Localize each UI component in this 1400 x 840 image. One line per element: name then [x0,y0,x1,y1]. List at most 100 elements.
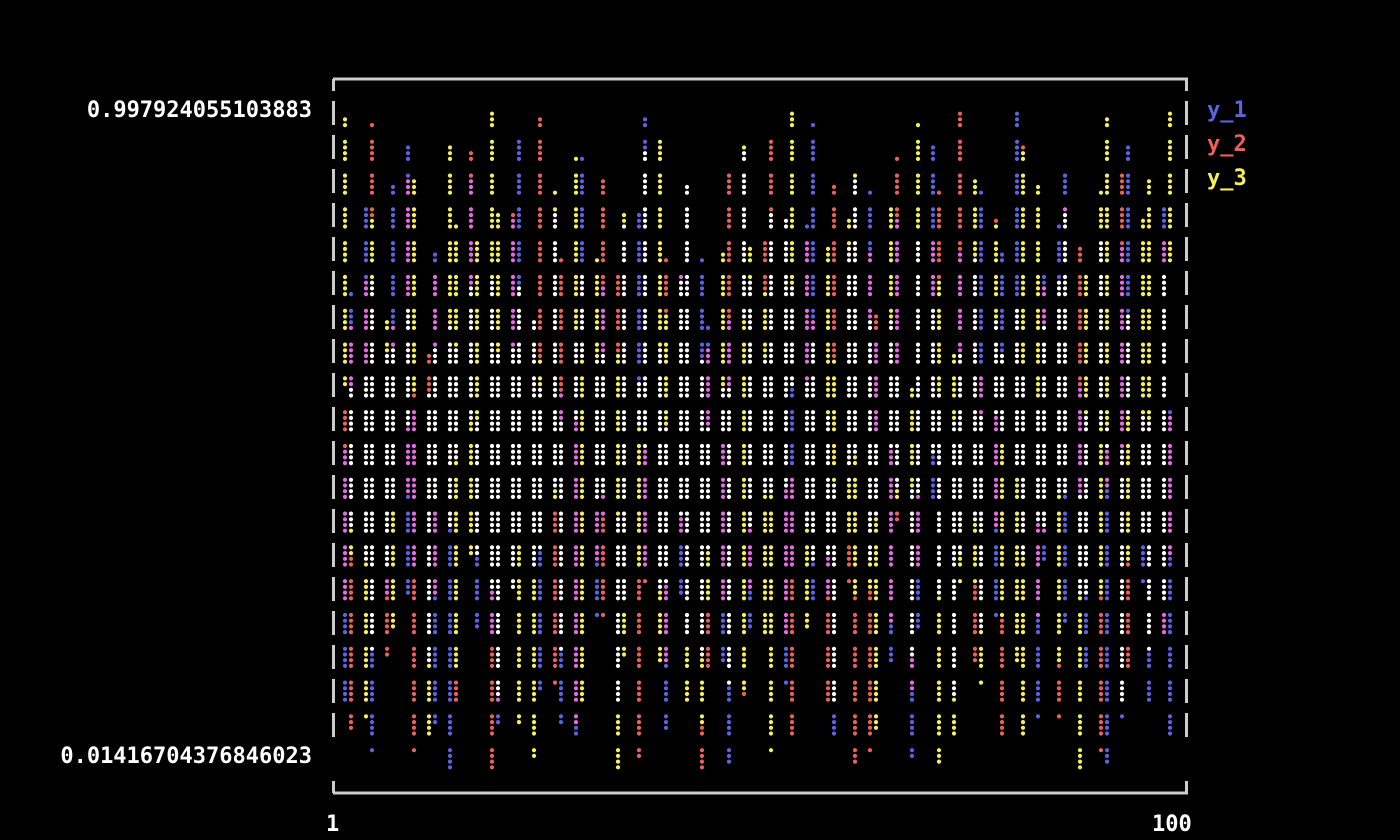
data-point [930,382,936,387]
data-point [369,387,375,392]
data-point [447,765,453,770]
data-point [1020,528,1026,533]
data-point [621,218,627,223]
data-point [831,686,837,691]
data-point [957,348,963,353]
data-point [447,308,453,313]
data-point [873,551,879,556]
data-point [867,579,873,584]
data-point [951,663,957,669]
data-point [936,190,942,195]
data-point [447,494,453,499]
data-point [495,443,501,449]
data-point [699,308,705,313]
data-point [663,630,669,635]
data-point [1125,393,1131,398]
data-point [489,280,495,285]
data-point [951,461,957,466]
data-point [363,342,369,347]
data-point [999,494,1005,499]
data-point [831,320,837,325]
data-point [810,483,816,488]
data-point [699,258,705,263]
data-point [495,691,501,697]
data-point [978,207,984,212]
data-point [957,556,963,561]
data-point [873,646,879,651]
data-point [489,387,495,392]
data-point [1098,697,1104,702]
data-point [579,280,585,285]
data-point [867,207,873,212]
data-point [747,562,753,567]
data-point [993,517,999,522]
frame-left-segment [332,441,335,465]
data-point [741,246,747,251]
data-point [720,618,726,623]
data-point [762,489,768,494]
data-point [720,348,726,353]
data-point [720,528,726,533]
data-point [888,477,894,482]
data-point [768,725,774,730]
data-point [558,686,564,691]
data-point [825,590,831,595]
data-point [489,596,495,601]
data-point [972,517,978,522]
frame-right-segment [1185,373,1188,397]
data-point [1161,274,1167,280]
data-point [432,630,438,635]
data-point [747,461,753,466]
data-point [411,551,417,556]
data-point [537,545,543,550]
data-point [537,449,543,454]
data-point [873,584,879,590]
data-point [489,353,495,359]
data-point [384,421,390,426]
data-point [384,528,390,533]
data-point [1041,427,1047,432]
data-point [663,680,669,685]
data-point [684,258,690,263]
data-point [699,528,705,533]
data-point [1167,697,1173,702]
data-point [747,286,753,291]
data-point [684,680,690,685]
data-point [1014,308,1020,313]
data-point [495,246,501,251]
data-point [516,292,522,297]
data-point [930,179,936,184]
data-point [363,511,369,516]
data-point [516,325,522,330]
data-point [657,308,663,313]
data-point [489,449,495,454]
data-point [804,590,810,595]
data-point [888,280,894,285]
data-point [510,213,516,218]
data-point [741,353,747,359]
data-point [1020,652,1026,657]
data-point [951,393,957,398]
data-point [1041,522,1047,528]
data-point [642,139,648,144]
data-point [1020,145,1026,150]
data-point [741,410,747,415]
data-point [768,156,774,161]
data-point [1140,314,1146,319]
data-point [1125,179,1131,184]
data-point [930,156,936,161]
data-point [1083,612,1089,618]
data-point [405,348,411,353]
data-point [720,612,726,618]
data-point [552,455,558,460]
data-point [852,658,858,663]
data-point [510,449,516,454]
data-point [831,382,837,387]
data-point [867,630,873,635]
data-point [999,556,1005,561]
data-point [852,359,858,364]
data-point [1098,477,1104,482]
data-point [831,449,837,454]
data-point [804,596,810,601]
data-point [432,320,438,325]
